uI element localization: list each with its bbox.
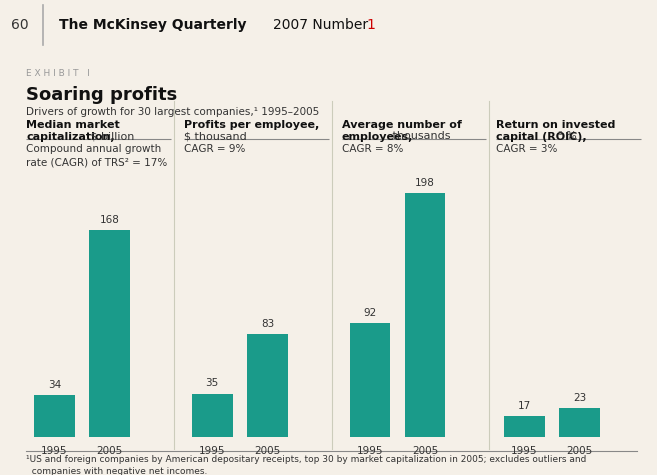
Bar [350,323,390,437]
Bar [559,408,600,437]
Text: 35: 35 [206,379,219,389]
Text: 2005: 2005 [254,446,281,456]
Bar [504,416,545,437]
Text: CAGR = 3%: CAGR = 3% [496,144,557,154]
Text: 2005: 2005 [566,446,593,456]
Text: Profits per employee,: Profits per employee, [184,120,319,130]
Text: 1: 1 [366,18,375,32]
Text: 168: 168 [100,215,120,225]
Text: 1995: 1995 [511,446,537,456]
Text: Median market
capitalization,: Median market capitalization, [26,120,120,142]
Text: ¹US and foreign companies by American depositary receipts, top 30 by market capi: ¹US and foreign companies by American de… [26,455,587,464]
Bar [192,394,233,437]
Text: 34: 34 [48,380,61,390]
Text: 1995: 1995 [357,446,383,456]
Text: 92: 92 [363,308,376,318]
Text: The McKinsey Quarterly: The McKinsey Quarterly [59,18,246,32]
Text: Return on invested
capital (ROIC),: Return on invested capital (ROIC), [496,120,616,142]
Text: 2005: 2005 [97,446,123,456]
Bar [405,193,445,437]
Text: 17: 17 [518,401,531,411]
Text: 23: 23 [573,393,586,403]
Text: 2007 Number: 2007 Number [273,18,372,32]
Text: companies with negative net incomes.: companies with negative net incomes. [26,467,208,475]
Text: 1995: 1995 [199,446,225,456]
Text: 198: 198 [415,178,435,188]
Text: 83: 83 [261,319,274,329]
Bar [89,229,130,437]
Text: 2005: 2005 [412,446,438,456]
Text: $ thousand: $ thousand [184,132,247,142]
Text: CAGR = 8%: CAGR = 8% [342,144,403,154]
Text: 1995: 1995 [41,446,68,456]
Text: $ billion: $ billion [87,132,134,142]
Text: Average number of
employees,: Average number of employees, [342,120,461,142]
Text: Soaring profits: Soaring profits [26,86,177,104]
Text: CAGR = 9%: CAGR = 9% [184,144,245,154]
Text: ³ %: ³ % [558,132,578,142]
Text: Compound annual growth
rate (CAGR) of TRS² = 17%: Compound annual growth rate (CAGR) of TR… [26,144,168,168]
Bar [247,334,288,437]
Bar [34,395,75,437]
Text: 60: 60 [11,18,28,32]
Text: E X H I B I T   I: E X H I B I T I [26,69,90,78]
Text: thousands: thousands [389,132,451,142]
Text: Drivers of growth for 30 largest companies,¹ 1995–2005: Drivers of growth for 30 largest compani… [26,107,319,117]
